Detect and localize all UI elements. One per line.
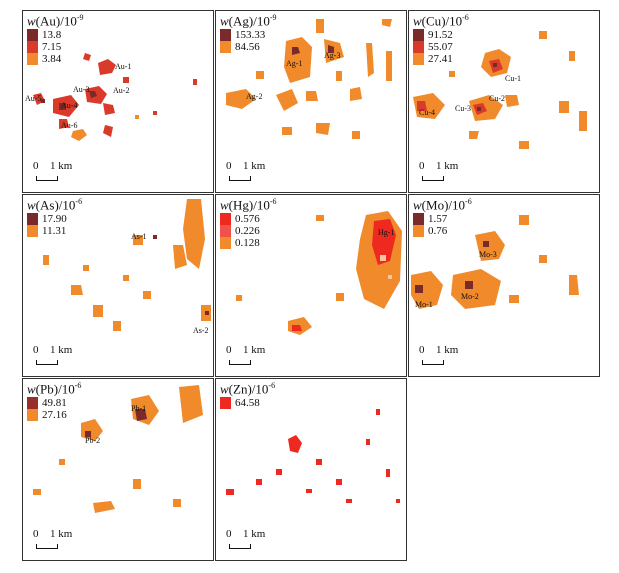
label-au-5: Au-5 [25,94,41,103]
legend-swatch-red [27,41,38,53]
legend-swatch-red [413,41,424,53]
legend-swatch-dark [27,213,38,225]
scale-bar: 0 1 km [33,160,93,186]
legend-value: 27.41 [428,53,453,65]
label-cu-2: Cu-2 [489,94,505,103]
legend-swatch-bright-red [220,213,231,225]
legend-swatch-dark [220,29,231,41]
legend: 0.576 0.226 0.128 [220,213,260,249]
scale-bar: 0 1 km [226,344,286,370]
label-as-2: As-2 [193,326,209,335]
panel-au: Au-1 Au-2 Au-3 Au-4 Au-5 Au-6 w(Au)/10-9… [22,10,214,193]
legend-value: 0.226 [235,225,260,237]
legend-value: 55.07 [428,41,453,53]
scale-bar: 0 1 km [33,344,93,370]
label-as-1: As-1 [131,232,147,241]
label-mo-3: Mo-3 [479,250,497,259]
legend-value: 49.81 [42,397,67,409]
au-anomaly-map: Au-1 Au-2 Au-3 Au-4 Au-5 Au-6 [25,53,197,141]
panel-title: w(Ag)/10-9 [220,13,277,29]
label-ag-1: Ag-1 [286,59,302,68]
legend-value: 13.8 [42,29,62,41]
legend-swatch-dark [27,397,38,409]
legend-value: 84.56 [235,41,260,53]
panel-as: As-1 As-2 w(As)/10-6 17.90 11.31 0 1 km [22,194,214,377]
legend: 64.58 [220,397,260,409]
legend-value: 0.76 [428,225,448,237]
zn-anomaly-map [226,409,400,503]
label-cu-4: Cu-4 [419,108,435,117]
legend: 13.8 7.15 3.84 [27,29,61,65]
legend-swatch-dark [413,213,424,225]
panel-ag: Ag-1 Ag-2 Ag-3 w(Ag)/10-9 153.33 84.56 0… [215,10,407,193]
scale-bar: 0 1 km [419,160,479,186]
element-anomaly-map-grid: Au-1 Au-2 Au-3 Au-4 Au-5 Au-6 w(Au)/10-9… [22,10,600,561]
as-anomaly-map: As-1 As-2 [43,199,211,335]
scale-bar: 0 1 km [226,528,286,554]
legend: 17.90 11.31 [27,213,67,237]
scale-bar: 0 1 km [33,528,93,554]
panel-title: w(As)/10-6 [27,197,83,213]
panel-title: w(Zn)/10-6 [220,381,276,397]
hg-anomaly-map: Hg-1 [236,211,402,335]
legend: 91.52 55.07 27.41 [413,29,453,65]
legend: 49.81 27.16 [27,397,67,421]
label-ag-3: Ag-3 [324,51,340,60]
legend-value: 0.576 [235,213,260,225]
panel-mo: Mo-1 Mo-2 Mo-3 w(Mo)/10-6 1.57 0.76 0 1 … [408,194,600,377]
legend-value: 7.15 [42,41,62,53]
legend-value: 11.31 [42,225,67,237]
legend-swatch-dark [413,29,424,41]
panel-hg: Hg-1 w(Hg)/10-6 0.576 0.226 0.128 0 1 km [215,194,407,377]
panel-title: w(Hg)/10-6 [220,197,277,213]
legend-swatch-orange [27,53,38,65]
panel-title: w(Mo)/10-6 [413,197,472,213]
legend: 153.33 84.56 [220,29,265,53]
label-au-6: Au-6 [61,121,77,130]
label-au-3: Au-3 [73,85,89,94]
label-cu-3: Cu-3 [455,104,471,113]
legend-swatch-orange [413,225,424,237]
scale-bar: 0 1 km [226,160,286,186]
legend-swatch-red [220,397,231,409]
label-cu-1: Cu-1 [505,74,521,83]
label-ag-2: Ag-2 [246,92,262,101]
legend: 1.57 0.76 [413,213,447,237]
label-mo-1: Mo-1 [415,300,433,309]
legend-value: 64.58 [235,397,260,409]
ag-anomaly-map: Ag-1 Ag-2 Ag-3 [226,19,392,139]
label-pb-2: Pb-2 [85,436,100,445]
legend-value: 3.84 [42,53,62,65]
legend-swatch-orange [220,237,231,249]
legend-swatch-orange [413,53,424,65]
legend-swatch-dark [27,29,38,41]
legend-value: 0.128 [235,237,260,249]
mo-anomaly-map: Mo-1 Mo-2 Mo-3 [411,215,579,309]
panel-pb: Pb-1 Pb-2 w(Pb)/10-6 49.81 27.16 0 1 km [22,378,214,561]
label-hg-1: Hg-1 [378,228,394,237]
legend-swatch-red [220,225,231,237]
legend-value: 153.33 [235,29,266,41]
pb-anomaly-map: Pb-1 Pb-2 [33,385,203,513]
cu-anomaly-map: Cu-1 Cu-2 Cu-3 Cu-4 [413,31,587,149]
legend-value: 91.52 [428,29,453,41]
panel-title: w(Pb)/10-6 [27,381,82,397]
panel-title: w(Cu)/10-6 [413,13,469,29]
legend-value: 1.57 [428,213,448,225]
legend-swatch-orange [27,409,38,421]
scale-bar: 0 1 km [419,344,479,370]
label-au-2: Au-2 [113,86,129,95]
label-au-1: Au-1 [115,62,131,71]
panel-zn: w(Zn)/10-6 64.58 0 1 km [215,378,407,561]
panel-cu: Cu-1 Cu-2 Cu-3 Cu-4 w(Cu)/10-6 91.52 55.… [408,10,600,193]
label-mo-2: Mo-2 [461,292,479,301]
legend-value: 27.16 [42,409,67,421]
label-au-4: Au-4 [61,101,77,110]
legend-swatch-orange [27,225,38,237]
panel-title: w(Au)/10-9 [27,13,84,29]
legend-value: 17.90 [42,213,67,225]
legend-swatch-orange [220,41,231,53]
label-pb-1: Pb-1 [131,404,146,413]
